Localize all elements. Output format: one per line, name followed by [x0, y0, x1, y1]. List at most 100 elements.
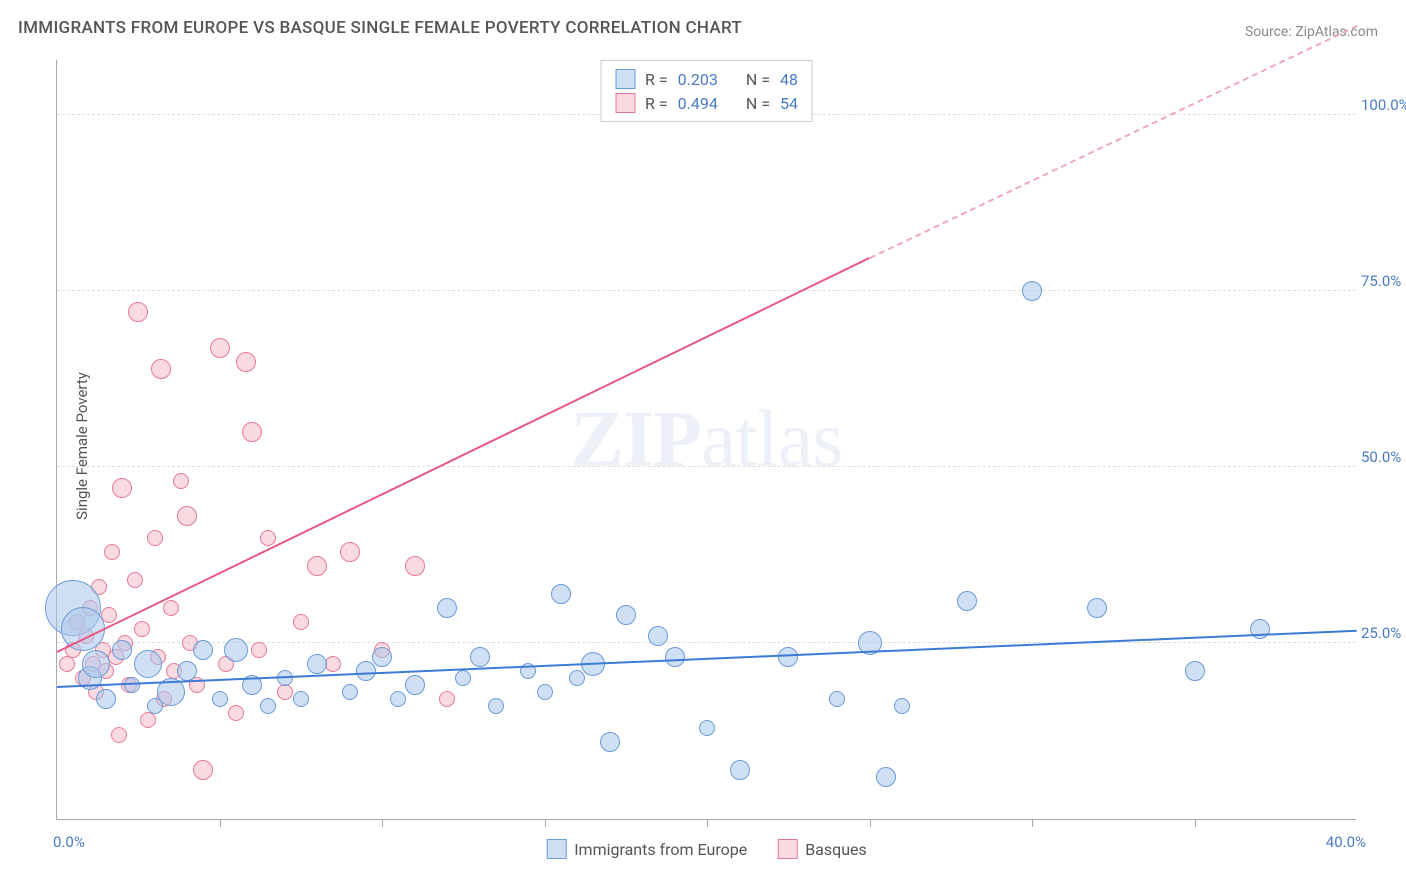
- x-tick: [220, 819, 221, 827]
- data-point: [894, 698, 910, 714]
- data-point: [151, 359, 171, 379]
- x-tick: [382, 819, 383, 827]
- r-value-basques: 0.494: [678, 94, 718, 113]
- data-point: [134, 650, 162, 678]
- data-point: [112, 640, 132, 660]
- data-point: [829, 691, 845, 707]
- data-point: [112, 478, 132, 498]
- n-value-europe: 48: [780, 70, 798, 89]
- data-point: [778, 647, 798, 667]
- trend-line: [57, 257, 870, 653]
- data-point: [228, 705, 244, 721]
- data-point: [699, 720, 715, 736]
- data-point: [470, 647, 490, 667]
- r-label: R =: [645, 94, 668, 113]
- data-point: [134, 621, 150, 637]
- plot-area: ZIPatlas 25.0%50.0%75.0%100.0% R = 0.203…: [56, 60, 1356, 820]
- data-point: [307, 556, 327, 576]
- data-point: [730, 760, 750, 780]
- data-point: [1185, 661, 1205, 681]
- data-point: [224, 638, 248, 662]
- stats-row-europe: R = 0.203 N = 48: [615, 67, 798, 91]
- stats-row-basques: R = 0.494 N = 54: [615, 91, 798, 115]
- data-point: [173, 473, 189, 489]
- x-tick: [1032, 819, 1033, 827]
- y-tick-label: 50.0%: [1361, 448, 1406, 466]
- x-tick: [545, 819, 546, 827]
- swatch-europe: [546, 839, 566, 859]
- data-point: [277, 684, 293, 700]
- y-tick-label: 75.0%: [1361, 272, 1406, 290]
- trend-line: [57, 630, 1357, 688]
- gridline: [57, 642, 1356, 643]
- data-point: [537, 684, 553, 700]
- y-tick-label: 25.0%: [1361, 624, 1406, 642]
- data-point: [372, 647, 392, 667]
- data-point: [163, 600, 179, 616]
- swatch-basques: [777, 839, 797, 859]
- data-point: [127, 572, 143, 588]
- data-point: [437, 598, 457, 618]
- data-point: [648, 626, 668, 646]
- swatch-europe: [615, 69, 635, 89]
- data-point: [242, 422, 262, 442]
- chart-title: IMMIGRANTS FROM EUROPE VS BASQUE SINGLE …: [18, 18, 742, 38]
- swatch-basques: [615, 93, 635, 113]
- data-point: [1087, 598, 1107, 618]
- data-point: [455, 670, 471, 686]
- data-point: [260, 698, 276, 714]
- trend-line: [869, 25, 1357, 259]
- gridline: [57, 466, 1356, 467]
- data-point: [128, 302, 148, 322]
- gridline: [57, 290, 1356, 291]
- watermark-zip: ZIP: [571, 395, 701, 483]
- legend-label-basques: Basques: [805, 840, 867, 859]
- data-point: [140, 712, 156, 728]
- data-point: [111, 727, 127, 743]
- data-point: [177, 506, 197, 526]
- data-point: [307, 654, 327, 674]
- data-point: [616, 605, 636, 625]
- data-point: [957, 591, 977, 611]
- data-point: [193, 760, 213, 780]
- stats-legend: R = 0.203 N = 48 R = 0.494 N = 54: [600, 60, 813, 122]
- data-point: [236, 352, 256, 372]
- data-point: [177, 661, 197, 681]
- watermark: ZIPatlas: [571, 394, 843, 485]
- data-point: [210, 338, 230, 358]
- y-tick-label: 100.0%: [1361, 96, 1406, 114]
- x-tick: [707, 819, 708, 827]
- data-point: [551, 584, 571, 604]
- x-tick: [1195, 819, 1196, 827]
- data-point: [325, 656, 341, 672]
- data-point: [488, 698, 504, 714]
- n-label: N =: [746, 94, 770, 113]
- data-point: [340, 542, 360, 562]
- legend-label-europe: Immigrants from Europe: [574, 840, 747, 859]
- data-point: [104, 544, 120, 560]
- data-point: [212, 691, 228, 707]
- data-point: [82, 650, 110, 678]
- data-point: [439, 691, 455, 707]
- data-point: [96, 689, 116, 709]
- x-tick: [870, 819, 871, 827]
- data-point: [147, 530, 163, 546]
- data-point: [293, 691, 309, 707]
- data-point: [293, 614, 309, 630]
- data-point: [356, 661, 376, 681]
- data-point: [665, 647, 685, 667]
- data-point: [1022, 281, 1042, 301]
- data-point: [342, 684, 358, 700]
- legend-item-basques: Basques: [777, 839, 867, 859]
- data-point: [193, 640, 213, 660]
- data-point: [390, 691, 406, 707]
- r-value-europe: 0.203: [678, 70, 718, 89]
- data-point: [876, 767, 896, 787]
- n-label: N =: [746, 70, 770, 89]
- n-value-basques: 54: [780, 94, 798, 113]
- data-point: [405, 675, 425, 695]
- data-point: [405, 556, 425, 576]
- data-point: [600, 732, 620, 752]
- x-tick-0: 0.0%: [53, 833, 85, 851]
- r-label: R =: [645, 70, 668, 89]
